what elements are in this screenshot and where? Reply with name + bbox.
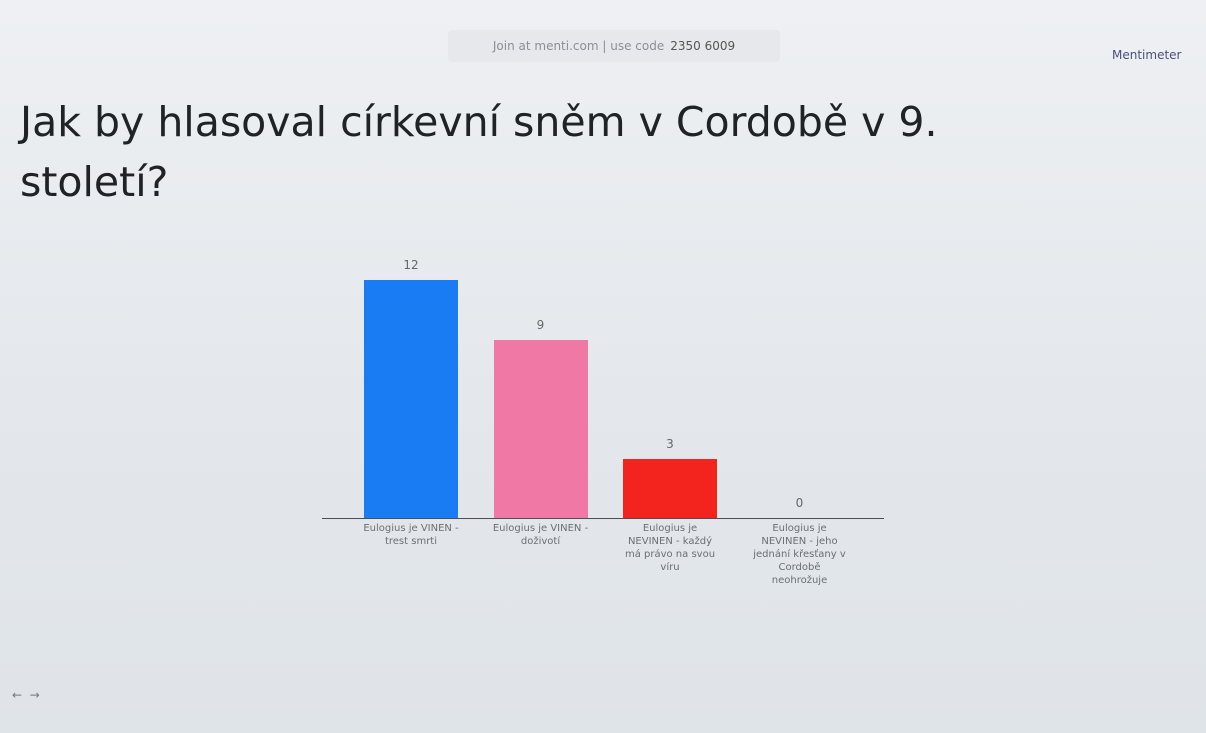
value-label: 3: [640, 437, 700, 451]
bar: [623, 459, 717, 519]
bar: [494, 340, 588, 519]
value-label: 9: [511, 318, 571, 332]
question-title: Jak by hlasoval církevní sněm v Cordobě …: [20, 92, 1080, 212]
brand-logo: Mentimeter: [1112, 48, 1181, 62]
category-label: Eulogius je VINEN - doživotí: [493, 522, 589, 548]
join-banner: Join at menti.com | use code 2350 6009: [448, 30, 780, 62]
join-code: 2350 6009: [670, 39, 735, 53]
category-label: Eulogius je VINEN - trest smrti: [363, 522, 459, 548]
join-text: Join at menti.com | use code: [493, 39, 664, 53]
nav-arrows[interactable]: ← →: [12, 688, 40, 702]
value-label: 12: [381, 258, 441, 272]
presentation-screen: Join at menti.com | use code 2350 6009 Me…: [0, 0, 1206, 733]
baseline: [322, 518, 884, 519]
category-label: Eulogius je NEVINEN - jeho jednání křesť…: [752, 522, 848, 587]
bar: [364, 280, 458, 518]
category-label: Eulogius je NEVINEN - každý má právo na …: [622, 522, 718, 574]
value-label: 0: [770, 496, 830, 510]
